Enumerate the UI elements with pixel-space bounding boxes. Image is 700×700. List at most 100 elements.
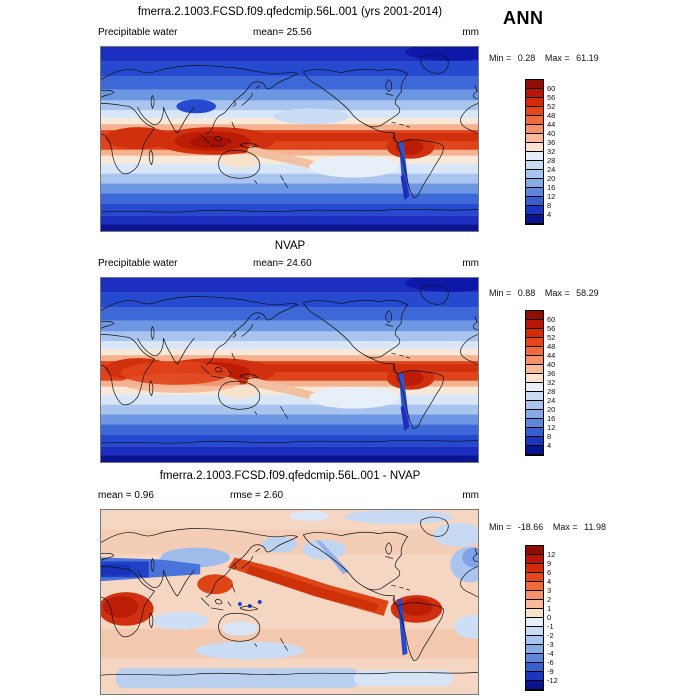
colorbar-obs: 60 56 52 48 44 40 36 32 28 24 20 16 12 8 4 xyxy=(525,310,555,456)
panel2-units: mm xyxy=(462,258,479,269)
colorbar-cell xyxy=(526,645,543,654)
colorbar-cell xyxy=(526,609,543,618)
panel1-min-label: Min = xyxy=(489,53,512,63)
colorbar-tick-label: 48 xyxy=(547,342,556,351)
colorbar-tick-label: -2 xyxy=(547,631,554,640)
colorbar-cell xyxy=(526,206,543,215)
colorbar-tick-label: 4 xyxy=(547,577,552,586)
colorbar-cell xyxy=(526,600,543,609)
panel2-min-value: 0.88 xyxy=(517,288,536,298)
colorbar-cell xyxy=(526,410,543,419)
colorbar-cell xyxy=(526,591,543,600)
colorbar-cell xyxy=(526,179,543,188)
colorbar-cell xyxy=(526,80,543,89)
colorbar-tick-label: 4 xyxy=(547,210,552,219)
panel3-min-label: Min = xyxy=(489,522,512,532)
diff-fill-field xyxy=(101,510,478,694)
panel3-mean-label: mean = xyxy=(98,490,132,501)
colorbar-tick-label: 2 xyxy=(547,595,552,604)
colorbar-cell xyxy=(526,311,543,320)
model-fill-field xyxy=(101,47,478,231)
colorbar-cell xyxy=(526,374,543,383)
map-diff xyxy=(100,509,479,695)
colorbar-tick-label: 44 xyxy=(547,351,556,360)
colorbar-cell xyxy=(526,215,543,224)
panel3-max-label: Max = xyxy=(552,522,578,532)
panel1-minmax: Min = 0.28 Max = 61.19 xyxy=(489,53,606,63)
colorbar-tick-label: -4 xyxy=(547,649,554,658)
world-map-diff xyxy=(101,510,478,694)
colorbar-tick-label: 0 xyxy=(547,613,552,622)
panel1-min-value: 0.28 xyxy=(517,53,536,63)
colorbar-tick-label: 24 xyxy=(547,165,556,174)
colorbar-tick-label: 28 xyxy=(547,387,556,396)
colorbar-cell xyxy=(526,161,543,170)
panel3-units: mm xyxy=(462,490,479,501)
colorbar-cell xyxy=(526,419,543,428)
colorbar-cell xyxy=(526,188,543,197)
case-title: fmerra.2.1003.FCSD.f09.qfedcmip.56L.001 … xyxy=(137,6,443,18)
panel2-minmax: Min = 0.88 Max = 58.29 xyxy=(489,288,606,298)
panel2-title: NVAP xyxy=(274,240,306,252)
colorbar-tick-label: 40 xyxy=(547,129,556,138)
colorbar-tick-label: 4 xyxy=(547,441,552,450)
colorbar-cell xyxy=(526,636,543,645)
colorbar-cell xyxy=(526,555,543,564)
panel1-max-label: Max = xyxy=(544,53,570,63)
colorbar-tick-label: -12 xyxy=(547,676,558,685)
colorbar-cell xyxy=(526,618,543,627)
panel3-title: fmerra.2.1003.FCSD.f09.qfedcmip.56L.001 … xyxy=(159,470,421,482)
world-map-obs xyxy=(101,278,478,462)
map-obs xyxy=(100,277,479,463)
colorbar-cell xyxy=(526,365,543,374)
colorbar-cell xyxy=(526,663,543,672)
colorbar-cell xyxy=(526,573,543,582)
colorbar-tick-label: 20 xyxy=(547,405,556,414)
panel3-max-value: 11.98 xyxy=(584,522,606,532)
colorbar-tick-label: 9 xyxy=(547,559,552,568)
colorbar-model: 60 56 52 48 44 40 36 32 28 24 20 16 12 8 4 xyxy=(525,79,555,225)
colorbar-cell xyxy=(526,170,543,179)
colorbar-tick-label: 12 xyxy=(547,423,556,432)
colorbar-tick-label: 56 xyxy=(547,324,556,333)
colorbar-cell xyxy=(526,356,543,365)
panel2-max-value: 58.29 xyxy=(576,288,599,298)
panel3-min-value: -18.66 xyxy=(517,522,544,532)
colorbar-cell xyxy=(526,672,543,681)
colorbar-tick-label: 20 xyxy=(547,174,556,183)
colorbar-cell xyxy=(526,134,543,143)
colorbar-tick-label: -1 xyxy=(547,622,554,631)
colorbar-tick-label: 36 xyxy=(547,138,556,147)
colorbar-tick-label: 3 xyxy=(547,586,552,595)
panel3-mean: mean = 0.96 xyxy=(98,490,154,501)
colorbar-cell xyxy=(526,143,543,152)
panel3-rmse-value: 2.60 xyxy=(263,490,284,501)
panel1-max-value: 61.19 xyxy=(576,53,599,63)
colorbar-tick-label: 32 xyxy=(547,378,556,387)
colorbar-tick-label: 60 xyxy=(547,84,556,93)
colorbar-cell xyxy=(526,446,543,455)
colorbar-tick-label: 60 xyxy=(547,315,556,324)
colorbar-cell xyxy=(526,582,543,591)
panel3-rmse: rmse = 2.60 xyxy=(230,490,283,501)
colorbar-tick-label: 52 xyxy=(547,102,556,111)
colorbar-cell xyxy=(526,564,543,573)
colorbar-cell xyxy=(526,197,543,206)
panel2-mean: mean= 24.60 xyxy=(253,258,312,269)
colorbar-tick-label: 52 xyxy=(547,333,556,342)
season-label: ANN xyxy=(503,8,544,28)
colorbar-cell xyxy=(526,347,543,356)
map-model xyxy=(100,46,479,232)
panel2-mean-label: mean= xyxy=(253,258,284,269)
colorbar-tick-label: 36 xyxy=(547,369,556,378)
colorbar-tick-label: -6 xyxy=(547,658,554,667)
colorbar-tick-label: 32 xyxy=(547,147,556,156)
panel3-mean-value: 0.96 xyxy=(134,490,154,501)
colorbar-tick-label: 8 xyxy=(547,201,552,210)
colorbar-tick-label: -9 xyxy=(547,667,554,676)
colorbar-cell xyxy=(526,116,543,125)
colorbar-cell xyxy=(526,546,543,555)
panel3-rmse-label: rmse = xyxy=(230,490,261,501)
colorbar-tick-label: 24 xyxy=(547,396,556,405)
